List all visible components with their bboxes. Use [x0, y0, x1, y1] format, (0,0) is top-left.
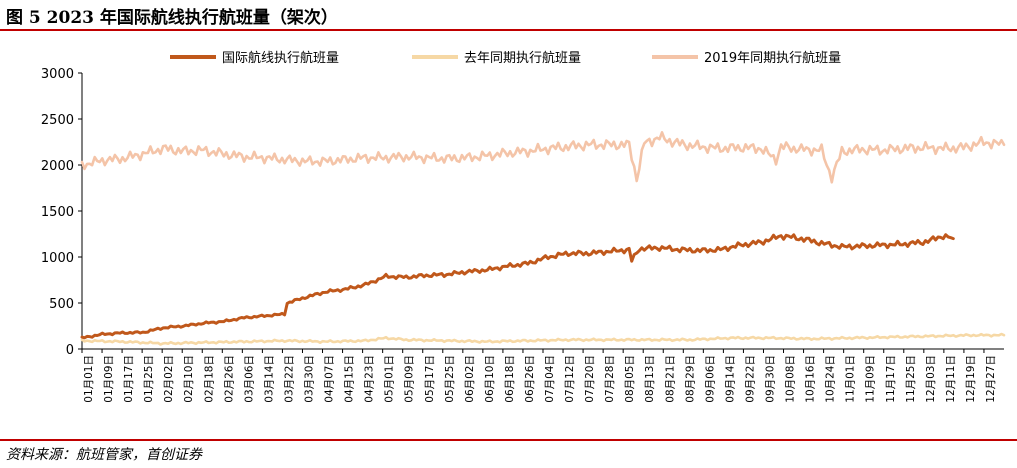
x-tick-label: 05月25日 [444, 355, 456, 403]
x-tick-label: 06月18日 [504, 355, 516, 403]
bottom-rule [0, 439, 1017, 441]
series-line-0 [80, 233, 955, 340]
line-chart: 01月01日 01月09日 01月17日 01月25日 02月02日 02月10日 02月1… [41, 50, 1006, 403]
x-tick-label: 04月15日 [344, 355, 356, 403]
x-tick-label: 12月03日 [925, 355, 937, 403]
x-tick-label: 02月26日 [223, 355, 235, 403]
x-tick-label: 04月07日 [324, 355, 336, 403]
x-tick-label: 08月21日 [664, 355, 676, 403]
x-tick-label: 07月12日 [564, 355, 576, 403]
x-tick-label: 10月24日 [825, 355, 837, 403]
chart-axes [81, 73, 1004, 350]
x-tick-label: 06月02日 [464, 355, 476, 403]
source-note: 资料来源：航班管家，首创证券 [6, 447, 202, 463]
x-tick-label: 05月09日 [404, 355, 416, 403]
x-tick-label: 11月01日 [845, 355, 857, 403]
y-tick-labels: 0 500 1000 1500 2000 2500 3000 [41, 67, 82, 358]
legend-label-0: 国际航线执行航班量 [222, 50, 339, 66]
x-tick-label: 05月01日 [384, 355, 396, 403]
x-tick-label: 12月27日 [985, 355, 997, 403]
figure-title: 图 5 2023 年国际航线执行航班量（架次） [6, 8, 338, 28]
series-line-2 [80, 131, 1006, 184]
chart-lines [80, 131, 1006, 346]
legend-label-1: 去年同期执行航班量 [464, 50, 581, 66]
y-tick-label: 1500 [41, 205, 74, 220]
x-tick-label: 03月30日 [304, 355, 316, 403]
x-tick-label: 06月26日 [524, 355, 536, 403]
x-tick-label: 05月17日 [424, 355, 436, 403]
x-tick-label: 02月10日 [183, 355, 195, 403]
x-tick-label: 03月06日 [243, 355, 255, 403]
x-tick-label: 07月28日 [604, 355, 616, 403]
x-tick-label: 08月13日 [644, 355, 656, 403]
x-tick-label: 08月05日 [624, 355, 636, 403]
y-tick-label: 0 [66, 343, 74, 358]
x-tick-label: 06月10日 [484, 355, 496, 403]
x-tick-label: 12月19日 [965, 355, 977, 403]
x-tick-label: 09月30日 [765, 355, 777, 403]
x-tick-labels: 01月01日 01月09日 01月17日 01月25日 02月02日 02月10日 02月1… [81, 349, 997, 403]
x-tick-label: 01月09日 [103, 355, 115, 403]
y-tick-label: 1000 [41, 251, 74, 266]
series-line-1 [80, 332, 1006, 346]
x-tick-label: 11月25日 [905, 355, 917, 403]
x-tick-label: 10月08日 [785, 355, 797, 403]
chart-legend: 国际航线执行航班量 去年同期执行航班量 2019年同期执行航班量 [170, 50, 841, 66]
x-tick-label: 11月09日 [865, 355, 877, 403]
x-tick-label: 01月17日 [123, 355, 135, 403]
y-tick-label: 2500 [41, 113, 74, 128]
y-tick-label: 2000 [41, 159, 74, 174]
x-tick-label: 02月02日 [163, 355, 175, 403]
x-tick-label: 04月23日 [364, 355, 376, 403]
x-tick-label: 07月04日 [544, 355, 556, 403]
top-rule [0, 29, 1017, 31]
x-tick-label: 09月06日 [704, 355, 716, 403]
y-tick-label: 3000 [41, 67, 74, 82]
legend-label-2: 2019年同期执行航班量 [704, 50, 841, 66]
x-tick-label: 03月14日 [263, 355, 275, 403]
x-tick-label: 02月18日 [203, 355, 215, 403]
x-tick-label: 07月20日 [584, 355, 596, 403]
x-tick-label: 03月22日 [283, 355, 295, 403]
x-tick-label: 11月17日 [885, 355, 897, 403]
x-tick-label: 01月01日 [83, 355, 95, 403]
x-tick-label: 09月14日 [724, 355, 736, 403]
y-tick-label: 500 [49, 297, 74, 312]
x-tick-label: 12月11日 [945, 355, 957, 403]
x-tick-label: 10月16日 [805, 355, 817, 403]
x-tick-label: 08月29日 [684, 355, 696, 403]
x-tick-label: 09月22日 [744, 355, 756, 403]
x-tick-label: 01月25日 [143, 355, 155, 403]
